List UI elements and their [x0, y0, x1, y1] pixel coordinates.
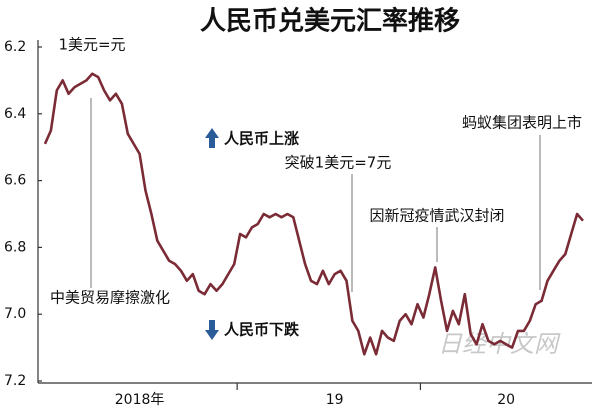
annotation: 突破1美元=7元 [285, 154, 392, 172]
annotation: 蚂蚁集团表明上市 [462, 114, 582, 132]
y-tick-label: 6.2 [4, 39, 26, 55]
watermark: 日经中文网 [438, 330, 561, 358]
down-label: 人民币下跌 [224, 321, 300, 339]
y-tick-label: 6.6 [4, 173, 26, 189]
line [43, 72, 584, 356]
y-unit: 1美元=元 [58, 36, 125, 54]
up-label: 人民币上涨 [224, 130, 299, 148]
chart-title: 人民币兑美元汇率推移 [200, 6, 460, 37]
annotation: 因新冠疫情武汉封闭 [369, 207, 504, 225]
y-tick-label: 6.4 [4, 106, 26, 122]
up-arrow [205, 128, 219, 148]
y-tick-label: 7.0 [4, 306, 26, 322]
y-tick-label: 7.2 [4, 373, 26, 389]
x-tick-label: 20 [497, 392, 515, 408]
down-arrow [205, 320, 219, 340]
x-tick-label: 19 [326, 392, 344, 408]
y-tick-label: 6.8 [4, 239, 26, 255]
x-tick-label: 2018年 [115, 392, 165, 408]
annotation: 中美贸易摩擦激化 [50, 289, 170, 307]
